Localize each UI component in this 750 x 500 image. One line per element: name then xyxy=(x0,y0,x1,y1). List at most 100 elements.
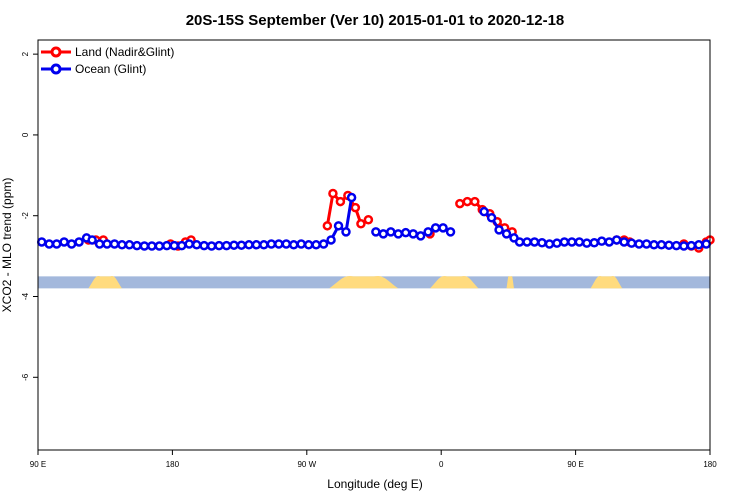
land-point xyxy=(356,219,366,229)
ocean-point xyxy=(701,239,712,249)
legend: Land (Nadir&Glint) Ocean (Glint) xyxy=(41,45,174,76)
ocean-point xyxy=(124,240,135,250)
y-tick-label: -4 xyxy=(21,292,30,300)
surface-land-range xyxy=(88,276,122,289)
ocean-point xyxy=(671,240,682,251)
y-tick-label: 2 xyxy=(21,51,30,56)
ocean-point xyxy=(191,240,202,250)
ocean-point xyxy=(132,240,142,251)
ocean-point xyxy=(341,227,351,237)
x-tick-label: 180 xyxy=(166,460,180,469)
ocean-point xyxy=(393,229,404,239)
ocean-point xyxy=(311,240,321,250)
land-point xyxy=(462,196,473,207)
ocean-point xyxy=(102,239,112,249)
ocean-point xyxy=(288,240,299,250)
ocean-point xyxy=(318,239,329,249)
ocean-point xyxy=(221,240,232,251)
ocean-point xyxy=(36,237,47,247)
surface-land-range xyxy=(590,276,623,289)
ocean-point xyxy=(109,239,120,249)
ocean-point xyxy=(94,239,105,249)
ocean-point xyxy=(430,223,441,233)
ocean-point xyxy=(559,237,570,247)
ocean-point xyxy=(169,240,180,251)
ocean-point xyxy=(66,239,77,249)
plot-frame xyxy=(37,39,711,451)
land-point xyxy=(455,198,465,209)
ocean-point xyxy=(544,239,555,249)
ocean-point xyxy=(415,231,426,241)
land-point xyxy=(363,215,374,225)
ocean-point xyxy=(611,235,622,245)
x-tick-label: 90 E xyxy=(567,460,583,469)
ocean-point xyxy=(229,240,239,250)
ocean-point xyxy=(281,239,292,249)
ocean-point xyxy=(74,237,84,247)
ocean-point xyxy=(537,238,547,248)
ocean-point xyxy=(199,240,209,251)
ocean-point xyxy=(117,240,127,250)
y-tick-label: 0 xyxy=(21,132,30,137)
ocean-point xyxy=(423,227,433,237)
ocean-point xyxy=(184,239,194,249)
ocean-point xyxy=(552,238,562,248)
y-tick-label: -6 xyxy=(21,373,30,381)
ocean-point xyxy=(619,237,629,247)
x-tick-label: 180 xyxy=(703,460,717,469)
ocean-point xyxy=(400,227,411,238)
chart-title: 20S-15S September (Ver 10) 2015-01-01 to… xyxy=(186,12,565,29)
ocean-point xyxy=(87,235,97,245)
legend-land-marker xyxy=(50,46,62,58)
ocean-point xyxy=(626,238,637,248)
x-tick-label: 90 W xyxy=(297,460,316,469)
ocean-point xyxy=(59,237,69,247)
ocean-point xyxy=(176,240,187,251)
ocean-point xyxy=(44,239,54,249)
ocean-point xyxy=(244,240,254,250)
ocean-point xyxy=(371,227,381,237)
y-axis-label: XCO2 - MLO trend (ppm) xyxy=(0,178,14,313)
ocean-point xyxy=(266,239,277,249)
ocean-point xyxy=(501,229,512,239)
surface-land-range xyxy=(430,276,479,289)
ocean-point xyxy=(274,239,284,249)
land-point xyxy=(335,196,346,207)
x-tick-label: 0 xyxy=(439,460,444,469)
ocean-point xyxy=(251,240,262,250)
ocean-point xyxy=(296,239,306,249)
ocean-point xyxy=(589,238,600,248)
ocean-point xyxy=(139,241,150,251)
ocean-point xyxy=(679,241,689,251)
ocean-point xyxy=(529,237,540,247)
ocean-point xyxy=(494,225,504,235)
land-point xyxy=(322,221,333,231)
x-axis-label: Longitude (deg E) xyxy=(327,477,422,491)
ocean-point xyxy=(386,227,396,237)
ocean-point xyxy=(214,240,224,251)
ocean-point xyxy=(596,236,607,246)
ocean-point xyxy=(567,237,577,247)
ocean-point xyxy=(582,238,592,248)
surface-bar xyxy=(38,276,710,289)
surface-land-range xyxy=(329,276,399,289)
ocean-point xyxy=(438,223,448,233)
ocean-point xyxy=(604,237,614,247)
legend-ocean-marker xyxy=(50,63,62,75)
ocean-point xyxy=(259,240,269,250)
surface-land-range xyxy=(506,276,514,289)
ocean-point xyxy=(378,229,389,239)
ocean-point xyxy=(522,237,532,247)
ocean-point xyxy=(154,241,165,251)
plot-area xyxy=(36,188,715,253)
land-point xyxy=(470,196,480,207)
ocean-point xyxy=(162,240,172,251)
y-tick-label: -2 xyxy=(21,212,30,220)
ocean-point xyxy=(656,240,667,250)
ocean-point xyxy=(408,229,418,239)
ocean-point xyxy=(664,240,674,250)
ocean-point xyxy=(574,237,585,247)
x-tick-label: 90 E xyxy=(30,460,46,469)
ocean-point xyxy=(686,240,697,251)
